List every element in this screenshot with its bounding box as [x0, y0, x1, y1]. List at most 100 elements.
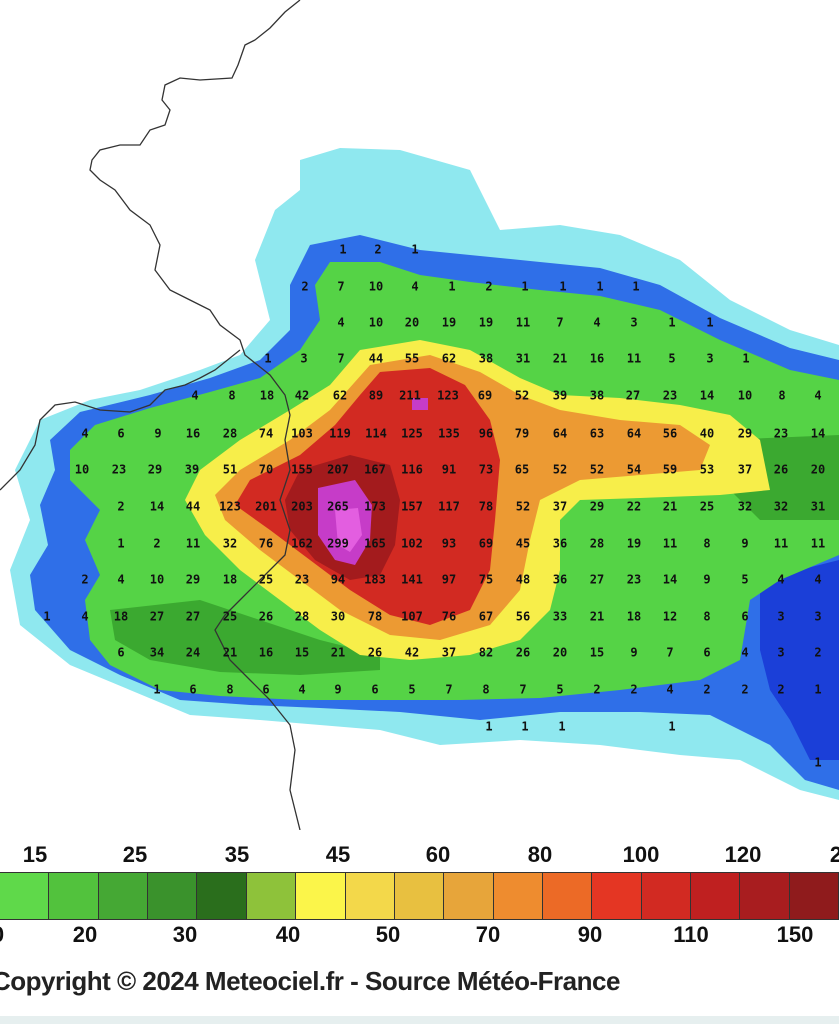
precip-value-label: 15 [295, 646, 309, 660]
legend-bottom-tick: 40 [275, 922, 301, 947]
copyright-text: Copyright © 2024 Meteociel.fr - Source M… [0, 966, 620, 996]
precip-value-label: 8 [703, 537, 710, 551]
precip-value-label: 6 [371, 683, 378, 697]
precip-value-label: 28 [590, 537, 604, 551]
legend-swatch [394, 873, 445, 919]
precip-value-label: 14 [811, 427, 825, 441]
precip-value-label: 29 [738, 427, 752, 441]
precip-value-label: 135 [438, 427, 460, 441]
precip-value-label: 5 [408, 683, 415, 697]
precip-value-label: 52 [590, 463, 604, 477]
precip-value-label: 114 [365, 427, 387, 441]
precip-value-label: 1 [814, 683, 821, 697]
precip-value-label: 1 [43, 610, 50, 624]
precip-value-label: 25 [259, 573, 273, 587]
precip-value-label: 78 [479, 500, 493, 514]
precip-value-label: 4 [814, 389, 821, 403]
precip-value-label: 62 [442, 352, 456, 366]
legend-bottom-tick: 110 [673, 922, 709, 947]
precip-value-label: 32 [774, 500, 788, 514]
precip-value-label: 4 [298, 683, 305, 697]
precip-value-label: 4 [337, 316, 344, 330]
precip-value-label: 2 [777, 683, 784, 697]
precip-value-label: 27 [590, 573, 604, 587]
precip-value-label: 10 [738, 389, 752, 403]
precip-value-label: 123 [437, 389, 459, 403]
precip-value-label: 14 [700, 389, 714, 403]
precip-value-label: 38 [590, 389, 604, 403]
precip-value-label: 26 [368, 646, 382, 660]
legend-swatch [197, 873, 247, 919]
legend-top-tick: 80 [527, 842, 553, 867]
precip-value-label: 1 [558, 720, 565, 734]
precip-value-label: 33 [553, 610, 567, 624]
precip-value-label: 1 [448, 280, 455, 294]
precip-value-label: 7 [519, 683, 526, 697]
precip-value-label: 1 [339, 243, 346, 257]
precip-value-label: 173 [364, 500, 386, 514]
precipitation-map: 1 2 12 7 10 4 1 2 1 1 1 14 10 20 19 19 11 7 4 3 1 11 3 7 44 55 62 3… [0, 0, 839, 830]
precip-value-label: 125 [401, 427, 423, 441]
precip-value-label: 4 [777, 573, 784, 587]
precip-value-label: 14 [663, 573, 677, 587]
precip-value-label: 10 [75, 463, 89, 477]
legend-swatch [493, 873, 543, 919]
precip-value-label: 54 [627, 463, 641, 477]
precip-value-label: 52 [515, 389, 529, 403]
legend-top-tick: 100 [622, 842, 660, 867]
precip-value-label: 70 [259, 463, 273, 477]
precip-value-label: 299 [327, 537, 349, 551]
precip-value-label: 93 [442, 537, 456, 551]
precip-value-label: 76 [442, 610, 456, 624]
precip-value-label: 103 [291, 427, 313, 441]
legend-top-tick: 15 [22, 842, 48, 867]
precip-value-label: 141 [401, 573, 423, 587]
precip-value-label: 21 [663, 500, 677, 514]
precip-value-label: 97 [442, 573, 456, 587]
precip-value-label: 51 [223, 463, 237, 477]
precip-value-label: 19 [627, 537, 641, 551]
precip-value-label: 1 [485, 720, 492, 734]
precip-value-label: 1 [411, 243, 418, 257]
precip-value-label: 10 [369, 316, 383, 330]
precip-value-label: 45 [516, 537, 530, 551]
precip-value-label: 39 [553, 389, 567, 403]
precip-value-label: 21 [590, 610, 604, 624]
precip-value-label: 1 [264, 352, 271, 366]
precip-value-label: 3 [706, 352, 713, 366]
precip-value-label: 9 [741, 537, 748, 551]
precip-value-label: 55 [405, 352, 419, 366]
precip-value-label: 11 [627, 352, 641, 366]
legend-bottom-tick: 90 [577, 922, 603, 947]
legend-swatch [148, 873, 198, 919]
legend-swatch [49, 873, 99, 919]
precip-value-label: 5 [741, 573, 748, 587]
legend-bottom-tick: 20 [72, 922, 98, 947]
precip-value-label: 1 [153, 683, 160, 697]
precip-value-label: 29 [148, 463, 162, 477]
precip-value-label: 5 [668, 352, 675, 366]
precip-value-label: 78 [368, 610, 382, 624]
precip-value-label: 7 [666, 646, 673, 660]
precip-value-label: 4 [117, 573, 124, 587]
legend-swatch [740, 873, 790, 919]
border-line-west [0, 349, 241, 491]
precip-value-label: 4 [593, 316, 600, 330]
precip-value-label: 64 [627, 427, 641, 441]
precip-value-label: 38 [479, 352, 493, 366]
precip-value-label: 30 [331, 610, 345, 624]
precip-value-label: 18 [627, 610, 641, 624]
legend-swatch [691, 873, 741, 919]
precip-value-label: 67 [479, 610, 493, 624]
precip-value-label: 8 [226, 683, 233, 697]
precip-value-label: 1 [668, 316, 675, 330]
legend-swatch [246, 873, 297, 919]
precip-value-label: 117 [438, 500, 460, 514]
legend-top-tick: 25 [122, 842, 148, 867]
precip-value-label: 1 [117, 537, 124, 551]
precip-value-label: 23 [774, 427, 788, 441]
border-line [89, 0, 301, 830]
precip-value-label: 14 [150, 500, 164, 514]
legend-top-tick: 60 [425, 842, 451, 867]
precip-value-label: 18 [114, 610, 128, 624]
